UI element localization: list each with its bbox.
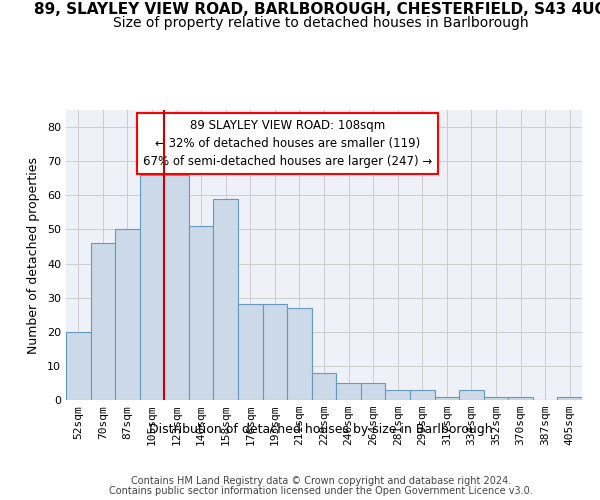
Bar (410, 390, 434, 400)
Bar (115, 230, 140, 400)
Bar (385, 390, 410, 400)
Bar (189, 226, 214, 400)
Y-axis label: Number of detached properties: Number of detached properties (27, 156, 40, 354)
Text: 89, SLAYLEY VIEW ROAD, BARLBOROUGH, CHESTERFIELD, S43 4UQ: 89, SLAYLEY VIEW ROAD, BARLBOROUGH, CHES… (34, 2, 600, 18)
Text: Size of property relative to detached houses in Barlborough: Size of property relative to detached ho… (113, 16, 529, 30)
Bar (434, 396, 459, 400)
Bar (459, 390, 484, 400)
Bar (263, 304, 287, 400)
Bar (287, 308, 312, 400)
Bar (91, 243, 115, 400)
Bar (164, 175, 189, 400)
Bar (66, 332, 91, 400)
Bar (238, 304, 263, 400)
Text: Contains public sector information licensed under the Open Government Licence v3: Contains public sector information licen… (109, 486, 533, 496)
Text: Distribution of detached houses by size in Barlborough: Distribution of detached houses by size … (149, 422, 493, 436)
Bar (336, 383, 361, 400)
Text: Contains HM Land Registry data © Crown copyright and database right 2024.: Contains HM Land Registry data © Crown c… (131, 476, 511, 486)
Bar (312, 372, 336, 400)
Bar (140, 175, 164, 400)
Bar (361, 383, 385, 400)
Text: 89 SLAYLEY VIEW ROAD: 108sqm
← 32% of detached houses are smaller (119)
67% of s: 89 SLAYLEY VIEW ROAD: 108sqm ← 32% of de… (143, 118, 433, 168)
Bar (214, 198, 238, 400)
Bar (484, 396, 508, 400)
Bar (557, 396, 582, 400)
Bar (508, 396, 533, 400)
